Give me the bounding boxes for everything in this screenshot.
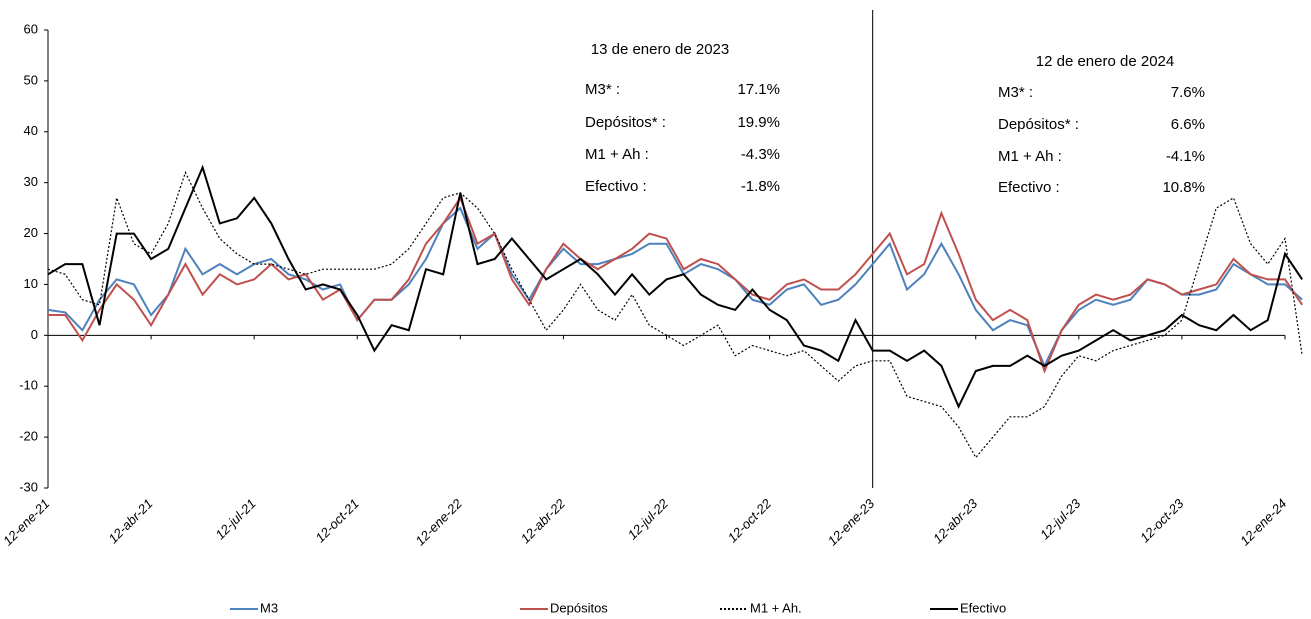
y-tick-label: 20 (24, 225, 38, 240)
annotation-value: 17.1% (737, 81, 780, 98)
x-tick-label: 12-abr-21 (105, 496, 155, 546)
annotation-value: -1.8% (741, 178, 780, 195)
annotation-value: 7.6% (1171, 84, 1205, 101)
series-line (47, 170, 1303, 459)
y-tick-label: 0 (31, 327, 38, 342)
x-tick-label: 12-jul-21 (212, 496, 258, 542)
series-line (48, 195, 1304, 374)
annotation-value: 6.6% (1171, 116, 1205, 133)
annotation-label: Efectivo : (585, 178, 647, 195)
annotation-title: 12 de enero de 2024 (1036, 53, 1174, 70)
annotation-label: M1 + Ah : (585, 146, 649, 163)
x-tick-label: 12-jul-23 (1037, 495, 1084, 542)
legend-label: Efectivo (960, 600, 1006, 615)
x-tick-label: 12-oct-21 (312, 496, 361, 545)
x-tick-label: 12-ene-24 (1237, 496, 1290, 549)
x-tick-label: 12-oct-23 (1137, 495, 1187, 545)
x-tick-label: 12-abr-22 (518, 495, 569, 546)
annotation-label: Depósitos* : (998, 116, 1079, 133)
annotation-value: 10.8% (1162, 179, 1205, 196)
y-tick-label: -20 (19, 429, 38, 444)
annotation-label: M1 + Ah : (998, 148, 1062, 165)
y-tick-label: 40 (24, 123, 38, 138)
y-tick-label: 60 (24, 21, 38, 36)
annotation-label: M3* : (998, 84, 1033, 101)
y-tick-label: 30 (24, 174, 38, 189)
x-tick-label: 12-ene-23 (825, 495, 878, 548)
series-line (47, 164, 1304, 410)
legend-label: M1 + Ah. (750, 600, 802, 615)
annotation-value: -4.3% (741, 146, 780, 163)
annotation-label: Efectivo : (998, 179, 1060, 196)
y-tick-label: 50 (24, 72, 38, 87)
series-line (47, 206, 1303, 369)
annotation-label: M3* : (585, 81, 620, 98)
x-tick-label: 12-jul-22 (625, 495, 672, 542)
annotation-title: 13 de enero de 2023 (591, 41, 729, 58)
annotation-value: -4.1% (1166, 148, 1205, 165)
y-tick-label: -10 (19, 378, 38, 393)
x-tick-label: 12-ene-21 (0, 496, 53, 549)
y-tick-label: 10 (24, 276, 38, 291)
annotation-label: Depósitos* : (585, 114, 666, 131)
annotation-value: 19.9% (737, 114, 780, 131)
y-tick-label: -30 (19, 479, 38, 494)
x-tick-label: 12-abr-23 (930, 495, 981, 546)
x-tick-label: 12-ene-22 (412, 495, 465, 548)
legend-label: M3 (260, 600, 278, 615)
legend-label: Depósitos (550, 600, 608, 615)
x-tick-label: 12-oct-22 (725, 495, 775, 545)
